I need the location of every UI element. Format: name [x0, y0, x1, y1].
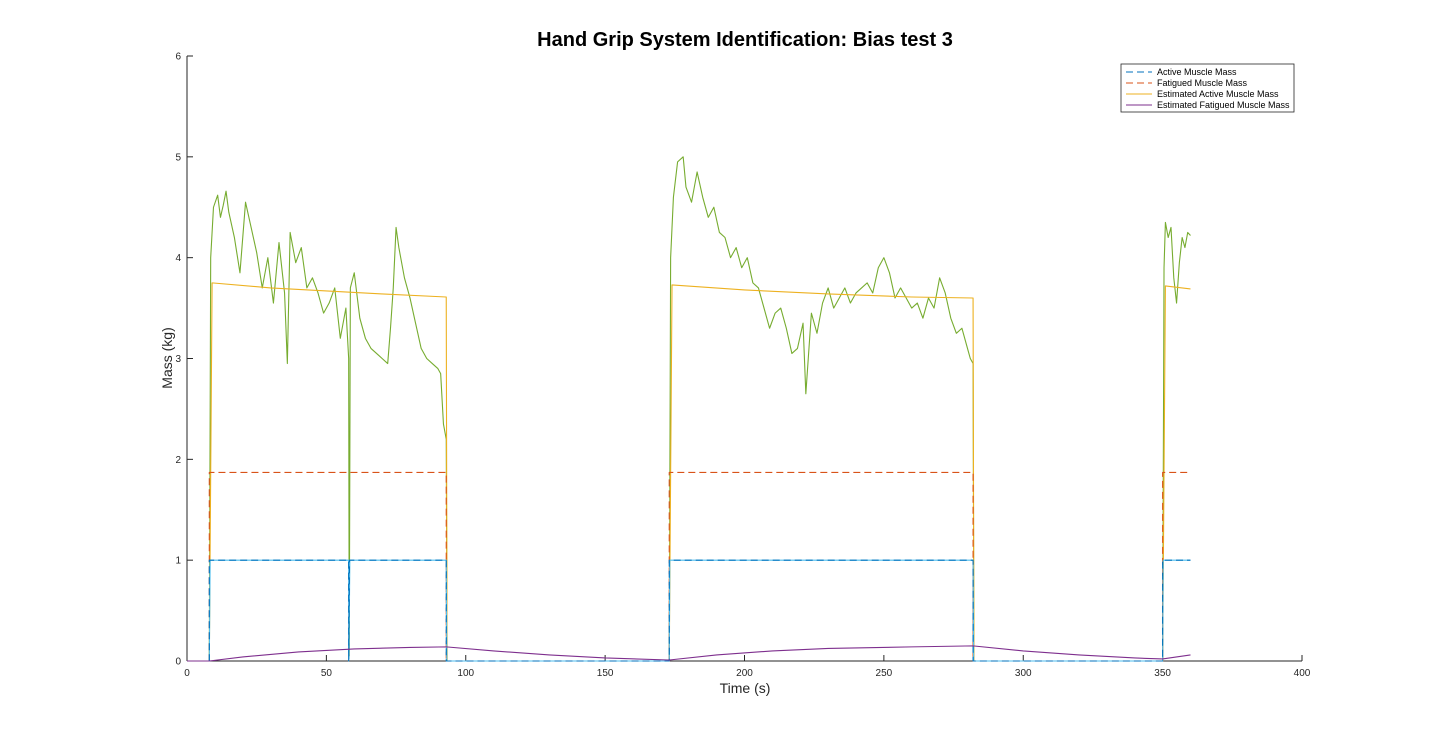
legend-label: Fatigued Muscle Mass	[1157, 78, 1248, 88]
x-tick-label: 400	[1294, 668, 1311, 679]
x-tick-label: 300	[1015, 668, 1032, 679]
series-line-active-muscle-mass	[187, 559, 1191, 662]
legend-label: Estimated Active Muscle Mass	[1157, 89, 1279, 99]
x-ticks: 0 50 100 150 200 250 300 350 400	[184, 655, 1311, 679]
y-tick-label: 6	[175, 52, 181, 63]
y-tick-label: 1	[175, 556, 181, 567]
x-tick-label: 100	[457, 668, 474, 679]
y-tick-label: 4	[175, 253, 181, 264]
series-lines	[187, 156, 1191, 662]
legend-label: Active Muscle Mass	[1157, 67, 1237, 77]
y-tick-label: 3	[175, 354, 181, 365]
x-tick-label: 350	[1154, 668, 1171, 679]
chart-title: Hand Grip System Identification: Bias te…	[537, 29, 953, 51]
y-tick-label: 2	[175, 455, 181, 466]
series-line-measured-active-mass	[187, 156, 1191, 662]
x-tick-label: 250	[876, 668, 893, 679]
x-tick-label: 200	[736, 668, 753, 679]
y-tick-label: 0	[175, 657, 181, 668]
plot-area: 0 50 100 150 200 250 300 350 400 0 1 2 3 4 5 6	[175, 52, 1310, 680]
x-tick-label: 150	[597, 668, 614, 679]
x-axis-label: Time (s)	[720, 680, 771, 696]
y-axis-label: Mass (kg)	[159, 327, 175, 388]
x-tick-label: 0	[184, 668, 190, 679]
x-tick-label: 50	[321, 668, 333, 679]
y-tick-label: 5	[175, 152, 181, 163]
legend-label: Estimated Fatigued Muscle Mass	[1157, 100, 1290, 110]
series-line-estimated-fatigued-muscle-mass	[187, 645, 1191, 662]
